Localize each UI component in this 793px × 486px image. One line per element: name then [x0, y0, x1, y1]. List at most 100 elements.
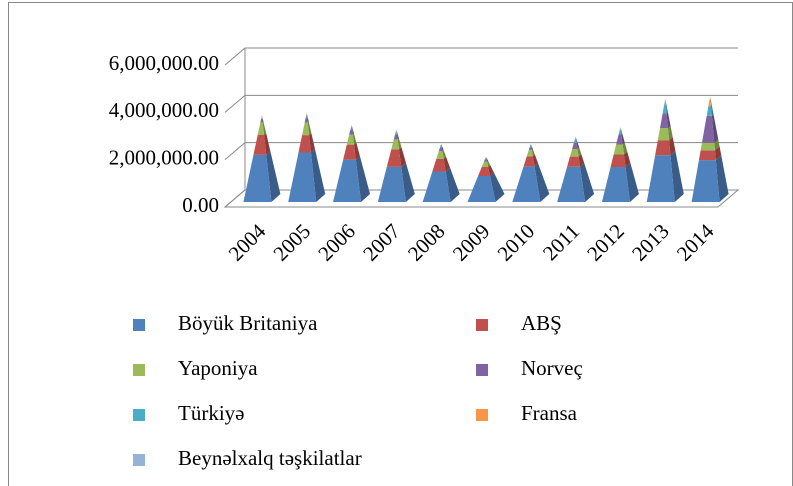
pyramid-segment [709, 96, 711, 99]
grid-line [224, 47, 738, 66]
pyramid-segment-side [352, 129, 354, 135]
legend-swatch [133, 319, 145, 331]
pyramid-segment [700, 142, 715, 151]
pyramid-segment-side [307, 117, 309, 123]
pyramid-segment [706, 106, 712, 116]
pyramid-segment-side [443, 156, 451, 172]
legend-label: Türkiyə [178, 401, 244, 425]
pyramid-segment-side [531, 149, 535, 157]
pyramid-segment [657, 128, 670, 141]
pyramid-segment [530, 144, 532, 145]
pyramid-segment [485, 157, 487, 158]
pyramid-segment-side [351, 126, 353, 130]
pyramid-segment [432, 158, 446, 172]
pyramid-segment-side [486, 158, 489, 162]
pyramid-segment [393, 134, 398, 140]
pyramid-segment-side [397, 133, 399, 140]
pyramid-segment-side [353, 142, 360, 160]
pyramid-segment [422, 171, 451, 202]
pyramid-segment-side [352, 133, 357, 145]
pyramid-segment [261, 116, 263, 118]
pyramid-segment [613, 144, 624, 155]
pyramid-segment [664, 98, 666, 102]
pyramid-segment-side [398, 147, 406, 167]
pyramid-segment-side [531, 144, 533, 148]
pyramid-segment-side [442, 150, 447, 159]
pyramid-segment [439, 144, 442, 148]
pyramid-segment-side [309, 133, 315, 153]
pyramid-segment-side [711, 114, 719, 143]
legend-label: Beynəlxalq təşkilatlar [178, 446, 362, 470]
pyramid-segment-side [665, 103, 668, 114]
legend-swatch [133, 454, 145, 466]
pyramid-segment [440, 144, 442, 145]
pyramid-segment [333, 159, 362, 202]
pyramid-segment [483, 159, 488, 162]
pyramid-segment [601, 167, 630, 202]
pyramid-segment [261, 117, 263, 119]
pyramid-segment [438, 147, 443, 152]
pyramid-segment [569, 149, 579, 157]
pyramid-segment [306, 114, 307, 116]
pyramid-segment [575, 136, 576, 138]
pyramid-segment-side [310, 148, 326, 202]
pyramid-segment-side [620, 129, 623, 135]
pyramid-segment [610, 154, 626, 167]
pyramid-segment [395, 130, 397, 132]
legend-label: Fransa [521, 401, 578, 425]
pyramid-segment [386, 149, 402, 167]
pyramid-segment [619, 128, 621, 130]
pyramid-segment [659, 113, 668, 129]
pyramid-segment [349, 129, 353, 135]
pyramid-segment-side [487, 160, 491, 167]
legend-label: Yaponiya [178, 356, 258, 380]
pyramid-segment [260, 118, 263, 123]
pyramid-segment [646, 155, 675, 202]
pyramid-segment-side [666, 112, 671, 129]
pyramid-segment [288, 152, 317, 202]
pyramid-segment-side [576, 138, 578, 143]
pyramid-segment-side [621, 133, 625, 145]
pyramid-segment [528, 147, 532, 150]
pyramid-segment [691, 160, 720, 202]
legend-swatch [476, 319, 488, 331]
pyramid-segment [572, 142, 578, 150]
pyramid-segment-side [710, 105, 714, 116]
pyramid-segment-side [669, 137, 676, 156]
pyramid-segment-side [578, 154, 585, 167]
pyramid-segment [512, 166, 541, 202]
pyramid-segment-side [580, 163, 595, 202]
pyramid-segment-side [355, 155, 371, 202]
pyramid-segment-side [486, 157, 488, 160]
y-tick-label: 6,000,000.00 [109, 51, 219, 75]
pyramid-segment [662, 103, 667, 114]
pyramid-segment [484, 157, 487, 160]
pyramid-segment-side [532, 154, 539, 167]
pyramid-segment [350, 125, 352, 128]
pyramid-segment [698, 150, 716, 161]
pyramid-segment [526, 149, 533, 157]
pyramid-segment [343, 144, 356, 160]
pyramid-segment-side [441, 146, 444, 152]
pyramid-segment-side [306, 115, 308, 118]
pyramid-segment [655, 140, 671, 156]
pyramid-segment [467, 176, 496, 202]
grid-line [224, 142, 738, 161]
pyramid-segment [257, 122, 265, 136]
pyramid-segment-side [622, 142, 628, 155]
pyramid-segment-side [441, 144, 443, 148]
pyramid-segment-side [262, 118, 264, 123]
pyramid-segment-side [531, 146, 533, 150]
pyramid-segment-side [667, 125, 673, 141]
pyramid-segment [253, 135, 267, 155]
pyramid-segment [529, 144, 532, 148]
legend-swatch [133, 364, 145, 376]
pyramid-segment [243, 154, 272, 202]
legend-swatch [133, 409, 145, 421]
pyramid-segment-side [488, 165, 494, 177]
pyramid-segment [481, 161, 489, 167]
pyramid-segment [298, 135, 311, 153]
y-tick-label: 2,000,000.00 [109, 145, 219, 169]
grid-line [224, 94, 738, 113]
